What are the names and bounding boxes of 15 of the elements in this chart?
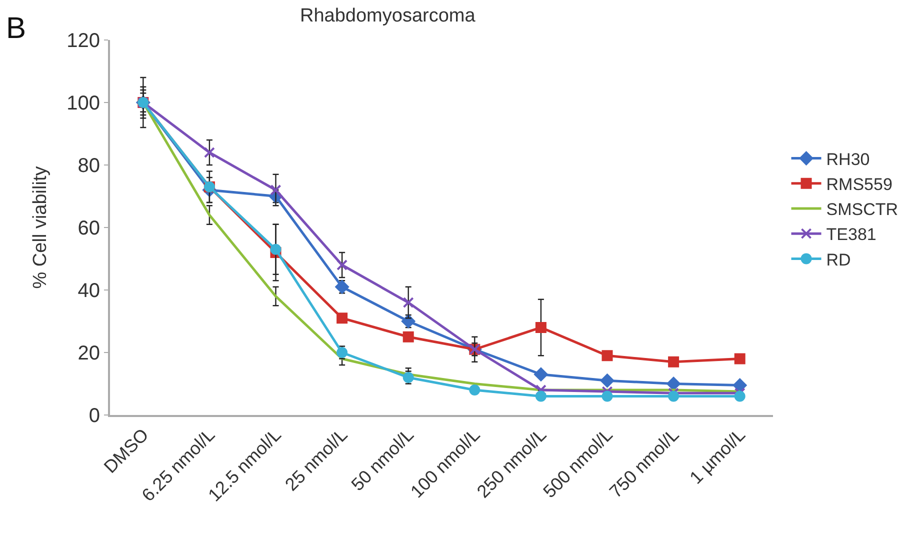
- y-tick-label: 0: [88, 405, 100, 427]
- y-tick-label: 60: [78, 218, 100, 240]
- legend-label: TE381: [826, 225, 876, 244]
- legend-label: RD: [826, 250, 851, 270]
- legend-label: SMSCTR: [826, 200, 898, 220]
- y-axis-title: % Cell viability: [30, 166, 51, 289]
- y-tick-label: 100: [66, 92, 100, 114]
- y-tick-label: 120: [66, 30, 100, 52]
- y-tick-label: 80: [78, 155, 100, 177]
- text: B: [6, 12, 26, 45]
- y-tick-label: 40: [78, 280, 100, 302]
- chart-title: Rhabdomyosarcoma: [300, 5, 476, 26]
- legend-label: RMS559: [826, 175, 892, 194]
- legend-label: RH30: [826, 150, 870, 169]
- y-tick-label: 20: [78, 342, 100, 364]
